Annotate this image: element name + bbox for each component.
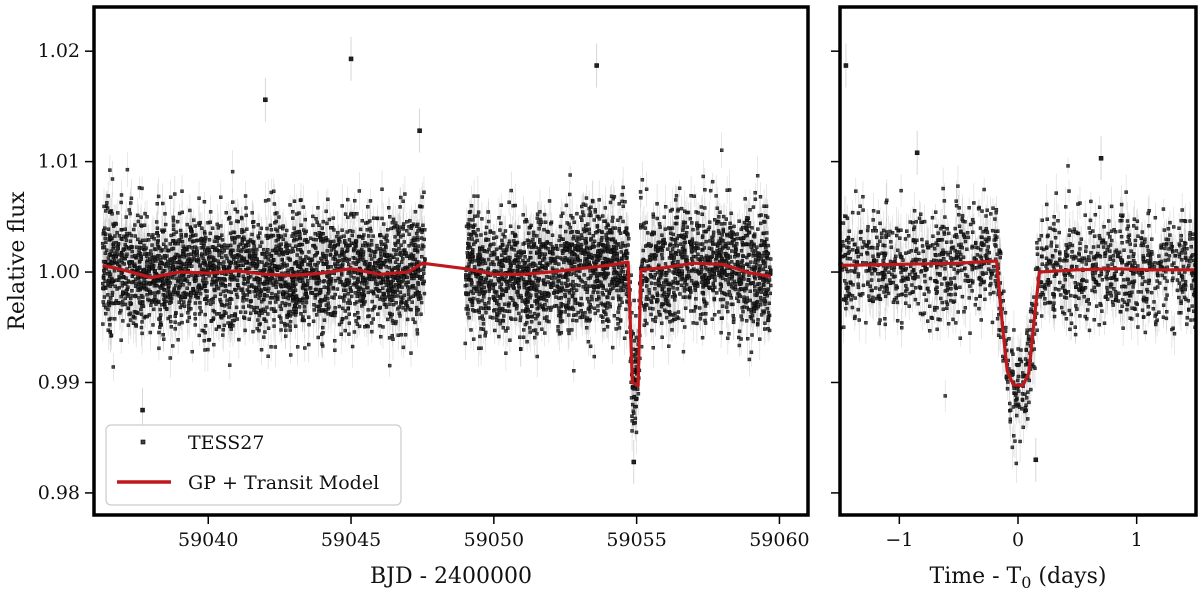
panel-left: 59040 59045 59050 59055 59060 0.980.991.001.…	[5, 5, 810, 589]
